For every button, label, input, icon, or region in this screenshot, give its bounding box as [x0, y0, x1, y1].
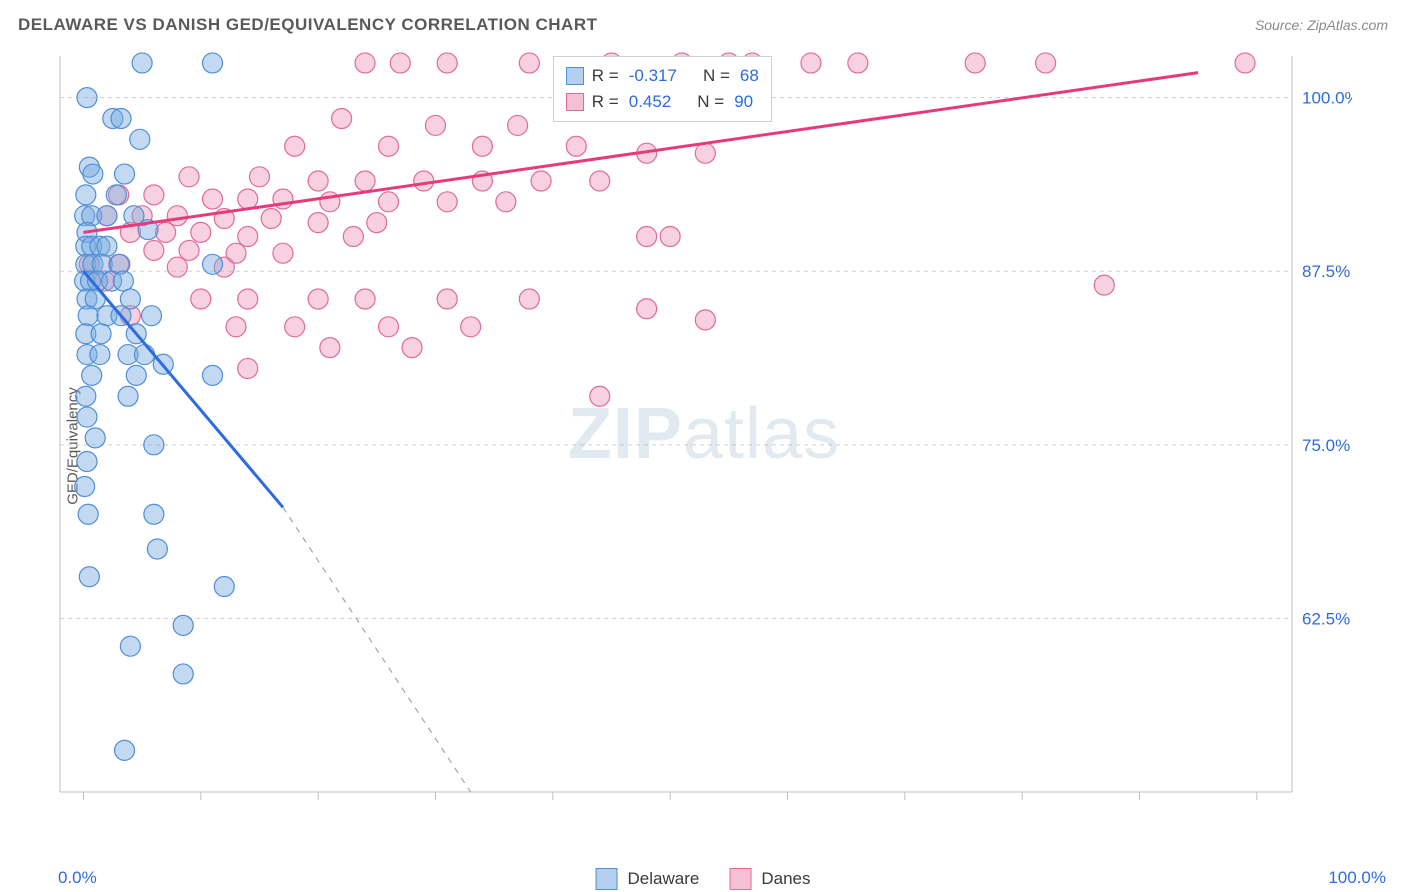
correlation-legend: R =-0.317N =68R =0.452N =90	[553, 56, 772, 122]
legend-r-value: 0.452	[629, 92, 672, 112]
legend-n-value: 90	[734, 92, 753, 112]
legend-row: R = -0.317 N = 68	[566, 63, 759, 89]
svg-text:62.5%: 62.5%	[1302, 609, 1350, 628]
legend-r-value: -0.317	[629, 66, 677, 86]
legend-n-value: 68	[740, 66, 759, 86]
svg-text:75.0%: 75.0%	[1302, 436, 1350, 455]
chart-svg: 100.0% 87.5% 75.0% 62.5%	[56, 48, 1352, 828]
chart-title: DELAWARE VS DANISH GED/EQUIVALENCY CORRE…	[18, 15, 597, 35]
series-legend-item: Delaware	[596, 868, 700, 890]
legend-n-label: N =	[703, 66, 730, 86]
legend-label: Delaware	[628, 869, 700, 889]
legend-label: Danes	[761, 869, 810, 889]
legend-n-label: N =	[697, 92, 724, 112]
legend-swatch	[566, 93, 584, 111]
x-axis-min-label: 0.0%	[58, 868, 97, 888]
legend-swatch	[729, 868, 751, 890]
svg-text:87.5%: 87.5%	[1302, 262, 1350, 281]
svg-text:100.0%: 100.0%	[1302, 89, 1352, 108]
legend-swatch	[596, 868, 618, 890]
chart-header: DELAWARE VS DANISH GED/EQUIVALENCY CORRE…	[0, 0, 1406, 40]
legend-r-label: R =	[592, 92, 619, 112]
x-axis-max-label: 100.0%	[1328, 868, 1386, 888]
chart-source: Source: ZipAtlas.com	[1255, 17, 1388, 33]
series-legend: Delaware Danes	[596, 868, 811, 890]
series-legend-item: Danes	[729, 868, 810, 890]
legend-swatch	[566, 67, 584, 85]
plot-area: 100.0%87.5%75.0%62.5% ZIPatlas R =-0.317…	[56, 48, 1352, 828]
legend-row: R = 0.452 N = 90	[566, 89, 759, 115]
legend-r-label: R =	[592, 66, 619, 86]
